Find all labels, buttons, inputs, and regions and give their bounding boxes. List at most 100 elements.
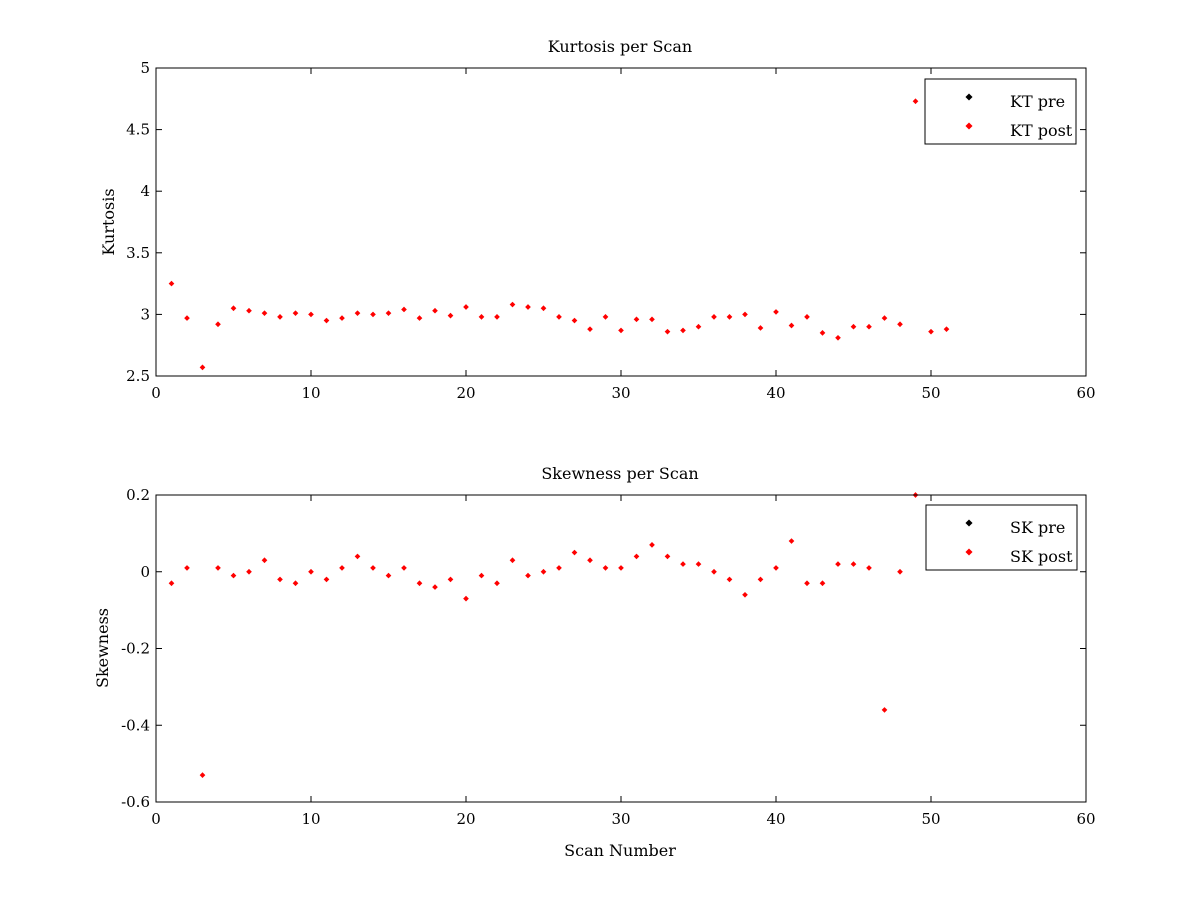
kurtosis-point-post xyxy=(571,317,578,324)
kurtosis-point-post xyxy=(323,317,330,324)
skewness-legend-marker-post xyxy=(965,548,973,556)
skewness-x-tick-label: 60 xyxy=(1076,810,1095,828)
skewness-x-tick-label: 10 xyxy=(301,810,320,828)
skewness-x-tick-label: 50 xyxy=(921,810,940,828)
kurtosis-y-tick-label: 3.5 xyxy=(126,244,150,262)
kurtosis-point-post xyxy=(416,315,423,321)
skewness-point-post xyxy=(494,580,500,587)
skewness-point-post xyxy=(540,568,547,575)
kurtosis-point-post xyxy=(928,328,934,335)
skewness-point-post xyxy=(649,542,655,548)
skewness-point-post xyxy=(246,568,252,575)
kurtosis-point-post xyxy=(292,310,299,316)
skewness-point-post xyxy=(370,565,376,571)
skewness-point-post xyxy=(416,580,423,587)
skewness-point-post xyxy=(602,565,609,571)
skewness-point-post xyxy=(277,576,283,583)
kurtosis-point-post xyxy=(168,280,175,287)
skewness-points-layer xyxy=(168,492,919,778)
kurtosis-plot-frame xyxy=(155,67,1087,377)
skewness-point-post xyxy=(571,549,578,556)
kurtosis-tick-layer: 0 10 20 30 40 50 60 2.5 3 3.5 4 4.5 5 xyxy=(126,59,1095,402)
skewness-point-post xyxy=(215,565,221,571)
skewness-plot-frame xyxy=(155,494,1087,803)
kurtosis-point-post xyxy=(370,311,376,318)
kurtosis-point-post xyxy=(401,306,407,313)
kurtosis-point-post xyxy=(385,310,392,316)
skewness-subplot: Skewness per Scan Skewness Scan Number 0… xyxy=(93,464,1096,860)
skewness-point-post xyxy=(711,568,717,575)
kurtosis-point-post xyxy=(881,315,888,321)
kurtosis-point-post xyxy=(230,305,237,312)
kurtosis-x-tick-label: 30 xyxy=(611,384,630,402)
skewness-point-post xyxy=(695,561,702,567)
skewness-point-post xyxy=(339,565,345,571)
kurtosis-point-post xyxy=(804,314,810,320)
kurtosis-points-layer xyxy=(168,98,950,371)
skewness-point-post xyxy=(184,565,190,571)
skewness-y-tick-label: -0.6 xyxy=(121,793,150,811)
kurtosis-point-post xyxy=(215,321,221,328)
skewness-y-tick-label: 0 xyxy=(140,563,150,581)
skewness-point-post xyxy=(757,576,764,583)
kurtosis-point-post xyxy=(788,322,795,329)
kurtosis-y-tick-label: 5 xyxy=(140,59,150,77)
kurtosis-point-post xyxy=(463,304,469,310)
kurtosis-legend-label-pre: KT pre xyxy=(1010,92,1065,111)
kurtosis-point-post xyxy=(819,330,826,336)
kurtosis-point-post xyxy=(602,314,609,320)
skewness-point-post xyxy=(788,538,795,544)
kurtosis-y-tick-label: 4 xyxy=(140,182,150,200)
skewness-x-axis-label: Scan Number xyxy=(564,841,676,860)
skewness-point-post xyxy=(292,580,299,587)
kurtosis-x-tick-label: 50 xyxy=(921,384,940,402)
kurtosis-x-tick-label: 20 xyxy=(456,384,475,402)
skewness-point-post xyxy=(633,553,640,560)
skewness-point-post xyxy=(478,572,485,579)
kurtosis-point-post xyxy=(726,314,733,320)
kurtosis-point-post xyxy=(649,316,655,323)
skewness-point-post xyxy=(354,553,361,560)
skewness-legend-label-post: SK post xyxy=(1010,547,1073,566)
kurtosis-legend-label-post: KT post xyxy=(1010,121,1073,140)
skewness-point-post xyxy=(897,568,903,575)
skewness-point-post xyxy=(618,565,624,571)
skewness-legend-label-pre: SK pre xyxy=(1010,518,1065,537)
kurtosis-point-post xyxy=(943,326,950,333)
kurtosis-point-post xyxy=(773,309,779,315)
kurtosis-y-axis-label: Kurtosis xyxy=(99,188,118,255)
skewness-point-post xyxy=(835,561,841,567)
skewness-y-tick-label: -0.4 xyxy=(121,716,150,734)
kurtosis-point-post xyxy=(711,314,717,320)
kurtosis-x-tick-label: 10 xyxy=(301,384,320,402)
kurtosis-point-post xyxy=(540,305,547,312)
kurtosis-point-post xyxy=(261,310,268,316)
skewness-y-axis-label: Skewness xyxy=(93,608,112,688)
kurtosis-point-post xyxy=(912,98,919,105)
kurtosis-point-post xyxy=(509,301,516,308)
kurtosis-legend-box xyxy=(924,78,1077,145)
kurtosis-x-tick-label: 40 xyxy=(766,384,785,402)
kurtosis-legend-marker-pre xyxy=(965,93,973,101)
skewness-point-post xyxy=(664,553,671,560)
skewness-point-post xyxy=(168,580,175,587)
skewness-tick-layer: 0 10 20 30 40 50 60 -0.6 -0.4 -0.2 0 0.2 xyxy=(121,486,1095,828)
kurtosis-point-post xyxy=(447,312,454,319)
skewness-x-tick-label: 0 xyxy=(151,810,161,828)
skewness-point-post xyxy=(447,576,454,583)
kurtosis-point-post xyxy=(277,314,283,320)
kurtosis-point-post xyxy=(184,315,190,321)
kurtosis-point-post xyxy=(633,316,640,323)
kurtosis-point-post xyxy=(556,314,562,320)
kurtosis-x-tick-label: 0 xyxy=(151,384,161,402)
skewness-point-post xyxy=(881,707,888,713)
kurtosis-point-post xyxy=(494,314,500,320)
skewness-point-post xyxy=(726,576,733,583)
kurtosis-legend-marker-post xyxy=(965,122,973,130)
kurtosis-chart-title: Kurtosis per Scan xyxy=(548,37,692,56)
skewness-point-post xyxy=(525,572,531,579)
skewness-point-post xyxy=(308,568,314,575)
kurtosis-point-post xyxy=(850,323,857,330)
skewness-point-post xyxy=(850,561,857,567)
